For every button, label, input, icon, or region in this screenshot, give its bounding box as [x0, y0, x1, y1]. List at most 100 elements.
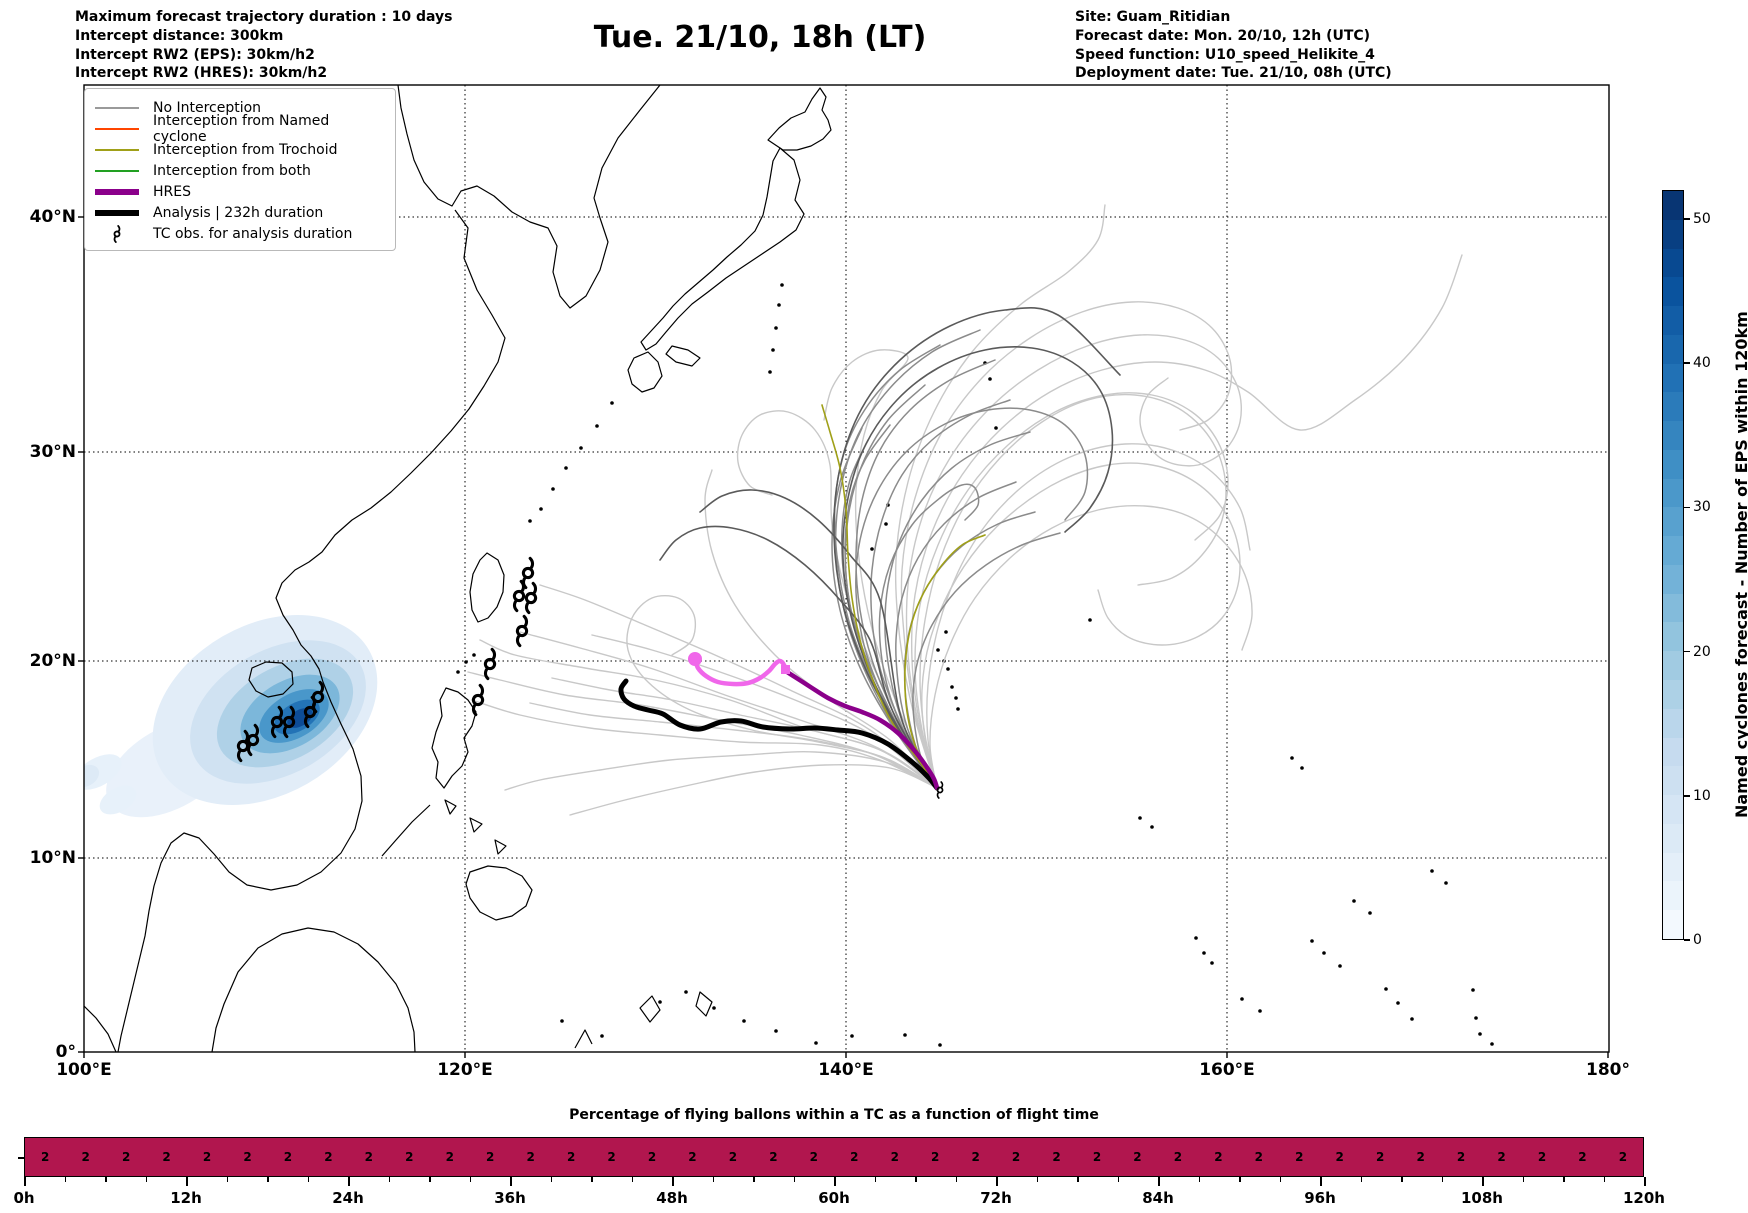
colorbar-segment [1663, 334, 1683, 364]
legend-line-swatch [95, 188, 139, 195]
strip-bar-value: 2 [1214, 1150, 1223, 1164]
island-dot [936, 648, 940, 652]
legend-line-swatch [95, 127, 139, 130]
density-contour [99, 785, 137, 815]
island-dot [600, 1034, 604, 1038]
ensemble-trajectory-no-interception [834, 329, 981, 789]
strip-tick-mark [631, 1177, 633, 1182]
strip-bar: 2 [469, 1138, 511, 1176]
strip-bar-value: 2 [688, 1150, 697, 1164]
island-dot [1194, 936, 1198, 940]
island-dot [610, 401, 614, 405]
strip-tick-label: 48h [656, 1189, 688, 1207]
island-dot [950, 685, 954, 689]
tc-obs-symbol [236, 729, 250, 763]
island-dot [768, 370, 772, 374]
strip-bar: 2 [1157, 1138, 1199, 1176]
coastline [381, 804, 431, 857]
strip-bar-value: 2 [971, 1150, 980, 1164]
strip-tick-mark [712, 1177, 714, 1182]
island-dot [564, 466, 568, 470]
legend-label: HRES [153, 183, 191, 200]
ensemble-trajectory-no-interception [823, 349, 938, 789]
hres-track [781, 667, 940, 791]
island-dot [1258, 1009, 1262, 1013]
strip-bar: 2 [1521, 1138, 1563, 1176]
ensemble-trajectory-no-interception [626, 595, 938, 789]
legend-item: TC obs. for analysis duration [95, 223, 385, 244]
coastline [248, 661, 294, 698]
legend-label: TC obs. for analysis duration [153, 225, 353, 242]
colorbar-tick [1684, 362, 1690, 364]
tc-obs-symbol-deployment-site [936, 781, 944, 799]
tc-obs-symbol [282, 705, 296, 739]
colorbar-segment [1663, 593, 1683, 623]
strip-bar-value: 2 [445, 1150, 454, 1164]
strip-tick-mark [307, 1177, 309, 1182]
strip-bar-value: 2 [243, 1150, 252, 1164]
strip-tick-mark [793, 1177, 795, 1182]
island-dot [1471, 988, 1475, 992]
coastline [640, 147, 805, 351]
island-dot [1490, 1042, 1494, 1046]
island-dot [1290, 756, 1294, 760]
strip-bar: 2 [348, 1138, 390, 1176]
strip-tick-label: 12h [170, 1189, 202, 1207]
ensemble-trajectory-no-interception [878, 483, 980, 789]
island-dot [1338, 964, 1342, 968]
strip-bar-value: 2 [41, 1150, 50, 1164]
island-dot [780, 283, 784, 287]
legend-item: Interception from Named cyclone [95, 113, 385, 145]
ensemble-trajectory-no-interception [539, 584, 938, 789]
strip-bar-value: 2 [647, 1150, 657, 1164]
ensemble-trajectory-no-interception [910, 254, 1463, 789]
coastline [211, 927, 416, 1052]
coastline [494, 839, 507, 855]
coastline [767, 87, 832, 151]
strip-bar: 2 [65, 1138, 106, 1176]
colorbar-segment [1663, 651, 1683, 681]
legend-label: Interception from Named cyclone [153, 112, 330, 145]
coastline [469, 817, 483, 833]
strip-bar: 2 [874, 1138, 915, 1176]
strip-bar: 2 [1117, 1138, 1158, 1176]
strip-bar-value: 2 [769, 1150, 778, 1164]
strip-bar-value: 2 [405, 1150, 414, 1164]
y-tick-label: 40°N [29, 207, 76, 227]
colorbar-segment [1663, 766, 1683, 796]
y-tick-label: 20°N [29, 651, 76, 671]
legend-box: No Interception Interception from Named c… [84, 88, 396, 251]
strip-bar-value: 2 [121, 1150, 131, 1164]
strip-bar-value: 2 [486, 1150, 495, 1164]
ensemble-trajectory-no-interception [894, 204, 1106, 789]
colorbar-segment [1663, 852, 1683, 882]
strip-tick-mark [1401, 1177, 1403, 1182]
ensemble-trajectory-no-interception [833, 306, 1121, 789]
ensemble-trajectory-no-interception [919, 393, 1227, 789]
colorbar-tick-label: 0 [1693, 932, 1702, 948]
tc-obs-symbol [483, 647, 497, 681]
strip-tick-mark [1198, 1177, 1200, 1182]
x-tick-label: 160°E [1199, 1060, 1255, 1080]
colorbar-segment [1663, 392, 1683, 422]
ensemble-trajectory-no-interception [659, 525, 938, 789]
tc-obs-icon [95, 223, 139, 245]
strip-bar-value: 2 [1578, 1150, 1587, 1164]
ensemble-trajectory-no-interception [504, 751, 938, 791]
island-dot [472, 653, 476, 657]
ensemble-trajectory-no-interception [736, 410, 938, 789]
strip-tick-label: 36h [494, 1189, 526, 1207]
colorbar-tick [1684, 939, 1690, 941]
strip-tick-mark [591, 1177, 593, 1182]
legend-item: Interception from both [95, 160, 385, 181]
ensemble-trajectory-no-interception [471, 699, 938, 789]
strip-tick-mark [1077, 1177, 1079, 1182]
legend-label: Interception from Trochoid [153, 141, 338, 158]
colorbar-segment [1663, 708, 1683, 738]
strip-bar: 2 [834, 1138, 875, 1176]
tc-obs-symbol [270, 705, 284, 739]
island-dot [464, 660, 468, 664]
coastline [469, 552, 505, 623]
colorbar-segment [1663, 622, 1683, 652]
